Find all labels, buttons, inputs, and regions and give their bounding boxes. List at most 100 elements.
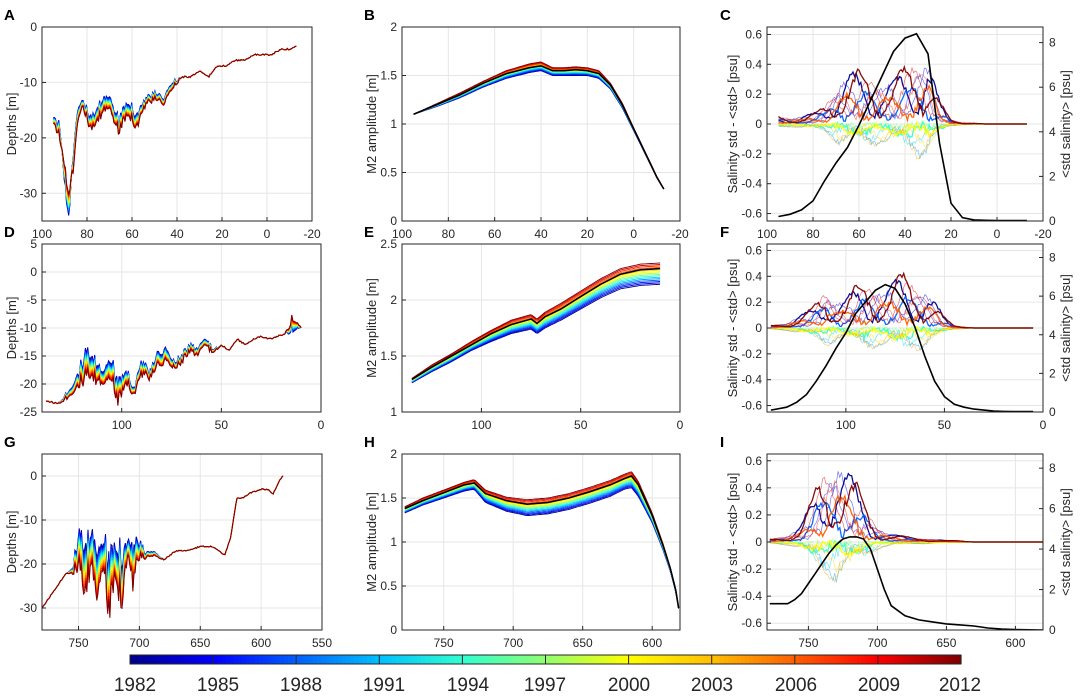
colorbar-segment bbox=[786, 655, 792, 664]
colorbar-segment bbox=[208, 655, 214, 664]
colorbar-segment bbox=[645, 655, 650, 664]
colorbar-segment bbox=[275, 655, 281, 664]
colorbar-segment bbox=[807, 655, 813, 664]
year-series-line bbox=[411, 282, 661, 383]
colorbar-segment bbox=[566, 655, 572, 664]
colorbar-segment bbox=[366, 655, 372, 664]
x-tick-label: 40 bbox=[898, 227, 912, 241]
x-tick-label: 600 bbox=[251, 636, 271, 650]
year-series-line bbox=[413, 69, 665, 190]
colorbar-segment bbox=[711, 655, 717, 664]
year-series-line bbox=[413, 62, 665, 190]
colorbar-segment bbox=[873, 655, 879, 664]
colorbar-segment bbox=[146, 655, 152, 664]
y-tick-label: -0.4 bbox=[741, 589, 762, 603]
colorbar-segment bbox=[724, 655, 729, 664]
colorbar-segment bbox=[445, 655, 451, 664]
year-series-line bbox=[404, 473, 680, 609]
colorbar-segment bbox=[670, 655, 675, 664]
colorbar-label: 2006 bbox=[775, 675, 817, 696]
anomaly-series-line bbox=[770, 271, 1034, 329]
colorbar-segment bbox=[852, 655, 858, 664]
colorbar-segment bbox=[308, 655, 314, 664]
colorbar-segment bbox=[271, 655, 277, 664]
y-tick-label: -0.2 bbox=[741, 147, 762, 161]
colorbar-segment bbox=[898, 655, 904, 664]
x-tick-label: 650 bbox=[573, 636, 593, 650]
colorbar-segment bbox=[919, 655, 925, 664]
colorbar-segment bbox=[844, 655, 850, 664]
year-series-line bbox=[53, 45, 297, 216]
colorbar-segment bbox=[649, 655, 655, 664]
colorbar-segment bbox=[595, 655, 601, 664]
colorbar-segment bbox=[416, 655, 422, 664]
year-series-line bbox=[53, 45, 297, 196]
x-tick-label: 700 bbox=[867, 636, 887, 650]
year-series-line bbox=[404, 482, 680, 609]
colorbar-segment bbox=[674, 655, 680, 664]
colorbar-segment bbox=[678, 655, 684, 664]
year-series-line bbox=[413, 67, 665, 190]
panel-i: 0 2 4 6 8<std salinity> [psu] 750 700 650 600 -0.… bbox=[720, 434, 1073, 650]
y-tick-label: 0 bbox=[755, 535, 762, 549]
colorbar-segment bbox=[798, 655, 804, 664]
panel-label: D bbox=[4, 224, 15, 241]
year-series-line bbox=[404, 485, 680, 609]
colorbar-segment bbox=[902, 655, 908, 664]
colorbar-segment bbox=[890, 655, 896, 664]
y-tick-label: -30 bbox=[20, 186, 38, 200]
colorbar-segment bbox=[167, 655, 173, 664]
colorbar-segment bbox=[441, 655, 447, 664]
plot-area bbox=[769, 471, 1043, 630]
y-tick-label: -10 bbox=[20, 513, 38, 527]
colorbar-label: 2000 bbox=[608, 675, 650, 696]
x-tick-label: 100 bbox=[32, 227, 52, 241]
colorbar-segment bbox=[657, 655, 663, 664]
y2-tick-label: 4 bbox=[1049, 542, 1056, 556]
y2-tick-label: 4 bbox=[1049, 328, 1056, 342]
plot-area bbox=[778, 32, 1027, 221]
colorbar-segment bbox=[138, 655, 144, 664]
y-tick-label: 0.2 bbox=[745, 295, 762, 309]
colorbar-segment bbox=[267, 655, 272, 664]
y2-tick-label: 6 bbox=[1049, 80, 1056, 94]
colorbar-label: 1988 bbox=[280, 675, 322, 696]
y-tick-label: -10 bbox=[20, 75, 38, 89]
panel-label: H bbox=[364, 434, 375, 451]
y-tick-label: -15 bbox=[20, 349, 38, 363]
x-tick-label: 20 bbox=[581, 227, 595, 241]
colorbar-segment bbox=[292, 655, 297, 664]
colorbar-segment bbox=[740, 655, 746, 664]
year-series-line bbox=[404, 471, 680, 609]
year-series-line bbox=[53, 45, 297, 210]
colorbar-segment bbox=[300, 655, 306, 664]
colorbar-segment bbox=[944, 655, 950, 664]
plot-area bbox=[770, 271, 1034, 412]
colorbar-segment bbox=[495, 655, 501, 664]
colorbar-segment bbox=[262, 655, 268, 664]
colorbar-segment bbox=[379, 655, 385, 664]
panel-label: F bbox=[720, 224, 729, 241]
colorbar-segment bbox=[134, 655, 139, 664]
y-tick-label: 0 bbox=[755, 321, 762, 335]
colorbar-segment bbox=[179, 655, 185, 664]
colorbar-segment bbox=[774, 655, 779, 664]
axes-frame bbox=[401, 243, 681, 413]
y-tick-label: 1 bbox=[390, 117, 397, 131]
y-tick-label: -10 bbox=[20, 321, 38, 335]
colorbar-segment bbox=[130, 655, 135, 664]
colorbar-segment bbox=[736, 655, 742, 664]
colorbar-segment bbox=[296, 655, 301, 664]
plot-area bbox=[53, 45, 297, 216]
x-tick-label: 0 bbox=[630, 227, 637, 241]
colorbar-segment bbox=[337, 655, 343, 664]
x-tick-label: -20 bbox=[303, 227, 321, 241]
colorbar-segment bbox=[192, 655, 198, 664]
colorbar-segment bbox=[213, 655, 218, 664]
anomaly-series-line bbox=[778, 64, 1027, 125]
year-series-line bbox=[413, 63, 665, 190]
colorbar-segment bbox=[769, 655, 775, 664]
panel-f: 0 2 4 6 8<std salinity> [psu] 100 50 0 -0.6 -0.4 -… bbox=[720, 224, 1073, 432]
colorbar-segment bbox=[404, 655, 409, 664]
